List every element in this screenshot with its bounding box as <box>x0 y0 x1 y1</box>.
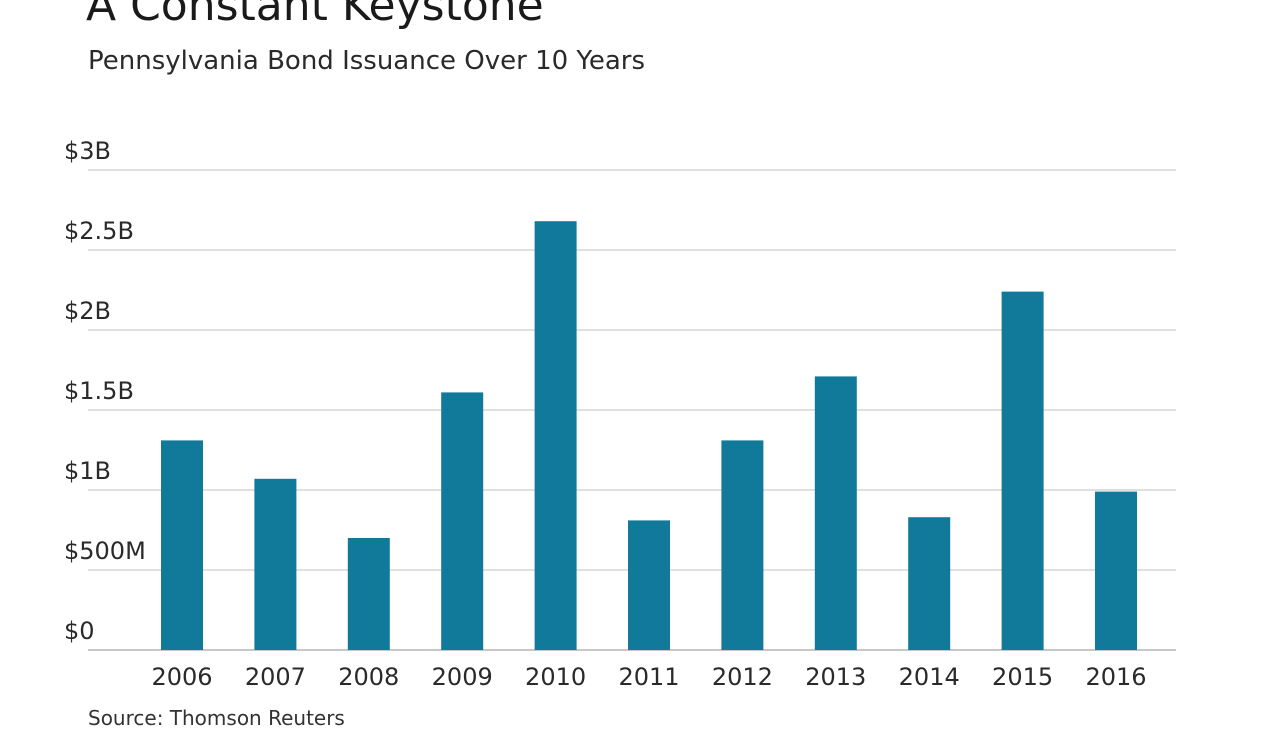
y-tick-label: $3B <box>64 137 111 165</box>
x-tick-label: 2014 <box>899 663 960 691</box>
bar-2006 <box>161 440 203 650</box>
bar-2007 <box>254 478 297 650</box>
bar-2013 <box>814 376 857 650</box>
bar-2008 <box>347 538 390 650</box>
chart-title: A Constant Keystone <box>86 0 544 31</box>
bar-2010 <box>534 221 577 650</box>
bar-2015 <box>1001 291 1044 650</box>
y-tick-label: $2.5B <box>64 217 134 245</box>
x-tick-label: 2016 <box>1085 663 1146 691</box>
y-tick-label: $1.5B <box>64 377 134 405</box>
y-tick-label: $500M <box>64 537 146 565</box>
bar-2009 <box>441 392 484 650</box>
x-tick-label: 2013 <box>805 663 866 691</box>
y-axis-ticks: $0 $500M $1B $1.5B $2B $2.5B $3B <box>64 137 146 645</box>
bars <box>161 221 1137 650</box>
x-tick-label: 2009 <box>432 663 493 691</box>
x-tick-label: 2015 <box>992 663 1053 691</box>
x-tick-label: 2010 <box>525 663 586 691</box>
chart-subtitle: Pennsylvania Bond Issuance Over 10 Years <box>88 46 646 76</box>
x-axis-ticks: 2006 2007 2008 2009 2010 2011 2012 2013 2014 2015… <box>151 663 1146 691</box>
x-tick-label: 2006 <box>151 663 212 691</box>
chart-source: Source: Thomson Reuters <box>88 706 345 730</box>
bar-2016 <box>1095 491 1137 650</box>
x-tick-label: 2011 <box>618 663 679 691</box>
x-tick-label: 2008 <box>338 663 399 691</box>
x-tick-label: 2007 <box>245 663 306 691</box>
bar-2014 <box>908 517 951 650</box>
x-tick-label: 2012 <box>712 663 773 691</box>
y-tick-label: $2B <box>64 297 111 325</box>
y-tick-label: $0 <box>64 617 95 645</box>
bar-2011 <box>628 520 670 650</box>
y-tick-label: $1B <box>64 457 111 485</box>
bar-2012 <box>721 440 764 650</box>
